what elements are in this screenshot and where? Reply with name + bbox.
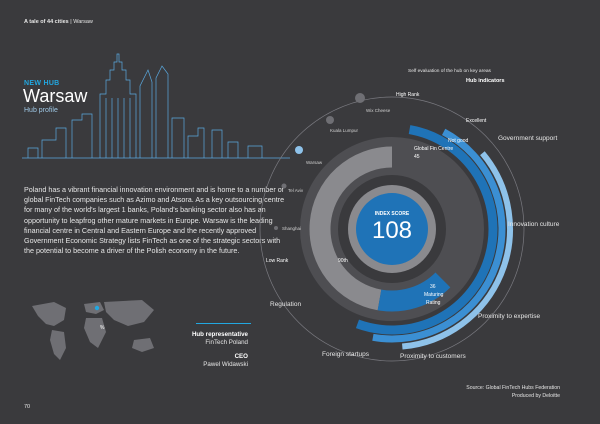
- gfci-label: Global Fin Centre: [414, 146, 453, 152]
- rating-level-excellent: Excellent: [466, 118, 487, 124]
- hub-profile-subtitle: Hub profile: [24, 107, 58, 114]
- peer-city-1: Wix Cheese: [366, 108, 391, 113]
- indicator-band-3: [402, 151, 513, 350]
- indicator-proximity-customers: Proximity to customers: [400, 353, 466, 360]
- new-hub-kicker: NEW HUB: [24, 80, 60, 87]
- indicator-band-2: [372, 128, 506, 343]
- source-note: Source: Global FinTech Hubs Federation P…: [466, 384, 560, 400]
- maturing-value: 36: [430, 284, 436, 290]
- peer-city-5: Shanghai: [282, 226, 301, 231]
- indicators-title: Hub indicators: [466, 78, 505, 84]
- gfci-value: 45: [414, 154, 420, 160]
- ceo-name: Pawel Widawski: [203, 361, 248, 368]
- peer-city-warsaw: Warsaw: [306, 160, 323, 165]
- peer-city-4: Tel Aviv: [288, 188, 304, 193]
- map-pin-label: %: [100, 325, 105, 331]
- city-title: Warsaw: [23, 86, 88, 106]
- ceo-role: CEO: [234, 353, 248, 360]
- hub-representative-name: FinTech Poland: [205, 339, 248, 346]
- peer-city-2: Kuala Lumpur: [330, 128, 359, 133]
- peer-marker-warsaw: [295, 146, 303, 154]
- series-title: A tale of 44 cities: [24, 19, 69, 25]
- producer-text: Produced by Deloitte: [511, 393, 560, 399]
- source-text: Source: Global FinTech Hubs Federation: [466, 385, 560, 391]
- warsaw-pin-icon: [94, 305, 100, 311]
- ninetieth-label: 90th: [338, 258, 348, 264]
- page-header: A tale of 44 cities | Warsaw: [24, 19, 93, 25]
- hub-description: Poland has a vibrant financial innovatio…: [24, 185, 285, 256]
- rating-level-not-good: Not good: [448, 138, 469, 144]
- indicator-proximity-expertise: Proximity to expertise: [478, 313, 541, 320]
- gfci-grey-arc: [309, 146, 393, 311]
- index-score-label: INDEX SCORE: [375, 211, 410, 217]
- indicators-subtitle: Self evaluation of the hub on key areas: [408, 68, 492, 74]
- indicator-band-1: [355, 125, 498, 335]
- header-separator: |: [70, 19, 72, 25]
- peer-marker-4: [281, 183, 287, 189]
- header-city: Warsaw: [73, 19, 93, 25]
- peer-marker-5: [274, 226, 278, 230]
- maturing-label: Maturing: [424, 292, 444, 298]
- outer-ring: [259, 96, 525, 362]
- indicator-foreign-startups: Foreign startups: [322, 351, 370, 358]
- low-rank-label: Low Rank: [266, 258, 289, 264]
- skyline-illustration: [22, 53, 290, 159]
- hub-representative-role: Hub representative: [191, 331, 248, 338]
- peer-marker-1: [355, 93, 365, 103]
- index-score-disc: [356, 193, 428, 265]
- rating-level-high: High Rank: [396, 92, 420, 98]
- indicator-bands: [355, 125, 513, 350]
- indicator-regulation: Regulation: [270, 301, 301, 308]
- page-number: 70: [24, 404, 31, 410]
- rating-label: Rating: [426, 300, 441, 306]
- indicator-innovation-culture: Innovation culture: [508, 221, 560, 228]
- world-map: %: [32, 300, 154, 360]
- index-score-value: 108: [372, 217, 412, 244]
- indicator-government-support: Government support: [498, 135, 557, 142]
- divider-line: [196, 323, 251, 324]
- score-blue-arc: [377, 272, 451, 312]
- peer-marker-2: [326, 116, 334, 124]
